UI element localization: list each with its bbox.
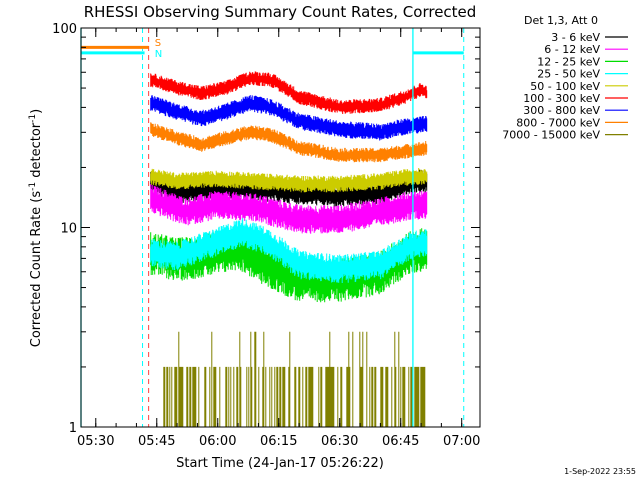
- legend-25-50-kev-label: 25 - 50 keV: [537, 68, 600, 81]
- y-tick-1-label: 1: [69, 421, 77, 436]
- series-25-50-kev: [150, 218, 428, 283]
- x-axis-label: Start Time (24-Jan-17 05:26:22): [176, 456, 384, 471]
- x-tick-0700-label: 07:00: [443, 434, 480, 449]
- legend-7000-15000-kev-label: 7000 - 15000 keV: [502, 129, 600, 142]
- x-tick-0600-label: 06:00: [199, 434, 236, 449]
- y-axis-label: Corrected Count Rate (s-1 detector-1): [28, 109, 44, 347]
- chart-title: RHESSI Observing Summary Count Rates, Co…: [84, 3, 477, 21]
- legend-header: Det 1,3, Att 0: [524, 14, 598, 27]
- legend-12-25-kev-label: 12 - 25 keV: [537, 55, 600, 68]
- series-7000-15000-kev: [163, 331, 426, 427]
- x-tick-0545-label: 05:45: [138, 434, 175, 449]
- x-tick-0615-label: 06:15: [260, 434, 297, 449]
- y-tick-10-label: 10: [60, 222, 77, 237]
- legend-300-800-kev-label: 300 - 800 keV: [523, 104, 600, 117]
- series-50-100-kev: [150, 168, 428, 193]
- x-tick-0645-label: 06:45: [382, 434, 419, 449]
- legend-800-7000-kev-label: 800 - 7000 keV: [516, 116, 600, 129]
- legend-50-100-kev-label: 50 - 100 keV: [530, 80, 600, 93]
- date-stamp: 1-Sep-2022 23:55: [564, 467, 636, 476]
- y-axis-ticks: 1 10 100: [52, 22, 480, 436]
- x-axis-ticks: 05:30 05:45 06:00 06:15 06:30 06:45 07:00: [77, 28, 480, 449]
- marker-label-0: S: [155, 38, 161, 49]
- legend-6-12-kev-label: 6 - 12 keV: [544, 43, 600, 56]
- legend-3-6-kev-label: 3 - 6 keV: [551, 31, 600, 44]
- series-6-12-kev: [150, 184, 428, 234]
- plot-content: [150, 71, 428, 427]
- series-800-7000-kev: [150, 122, 428, 163]
- series-100-300-kev: [150, 71, 428, 114]
- series-300-800-kev: [150, 95, 428, 141]
- y-tick-100-label: 100: [52, 22, 77, 37]
- x-tick-0630-label: 06:30: [321, 434, 358, 449]
- x-tick-0530-label: 05:30: [77, 434, 114, 449]
- marker-label-1: N: [155, 49, 162, 60]
- legend-100-300-kev-label: 100 - 300 keV: [523, 92, 600, 105]
